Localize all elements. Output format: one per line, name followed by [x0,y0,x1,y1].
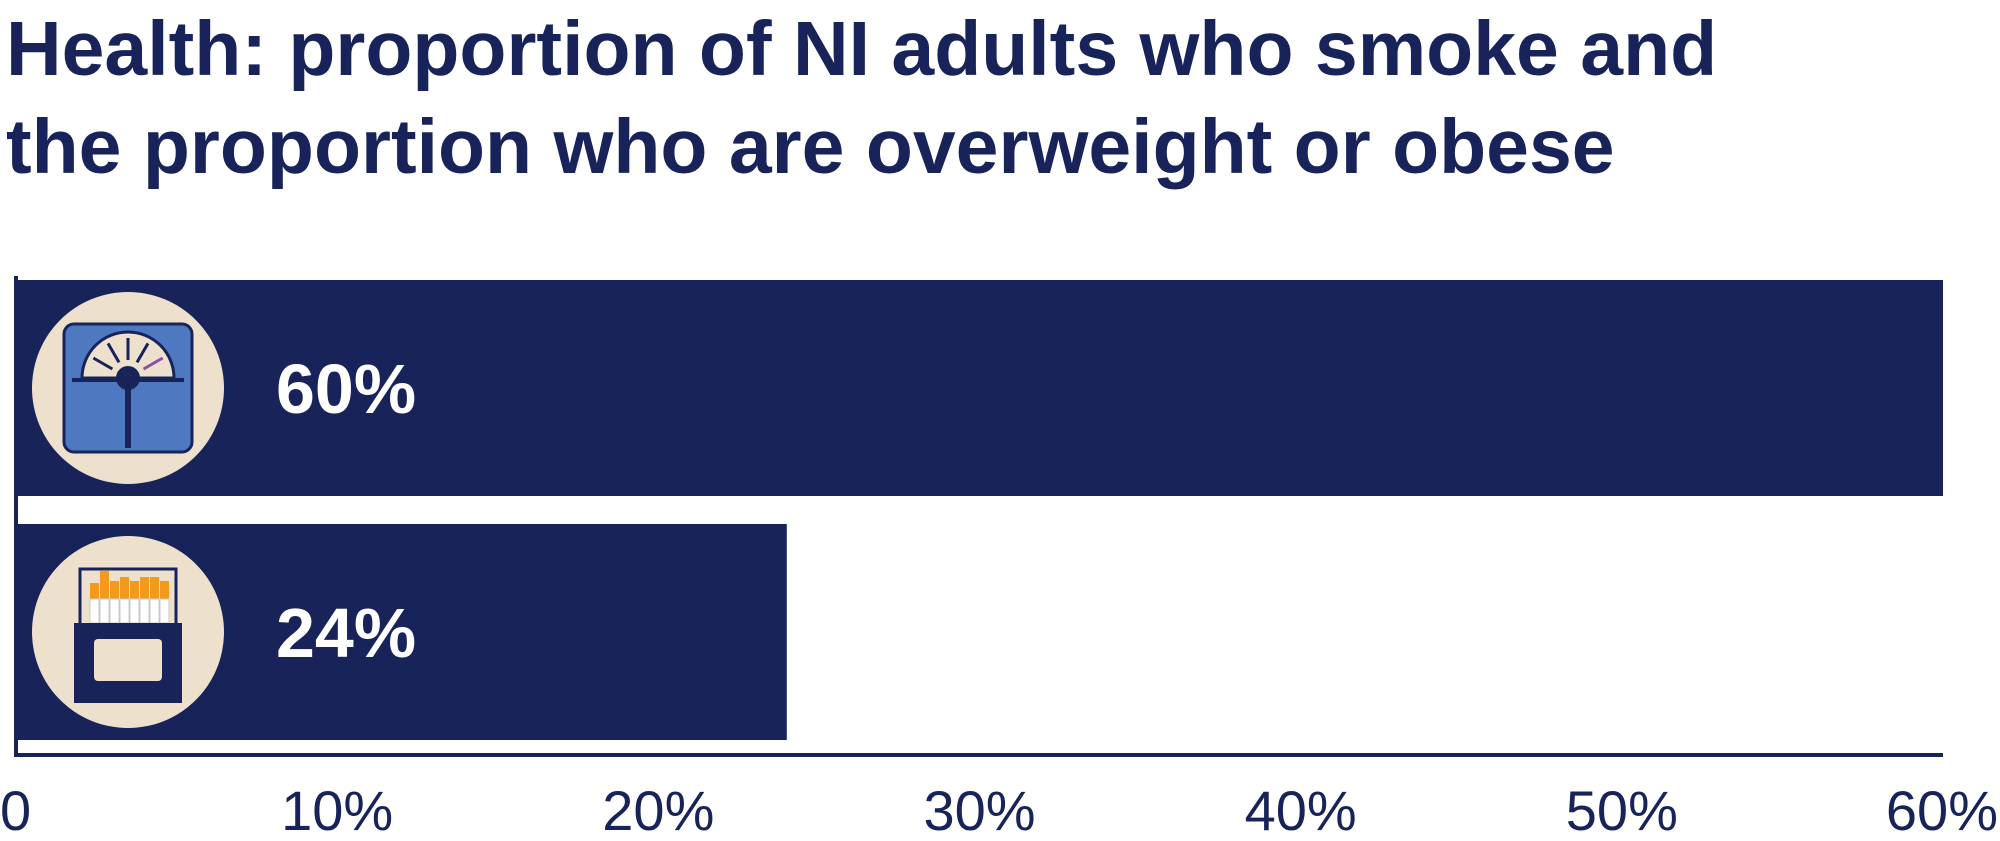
weighing-scale-icon [62,322,194,454]
bar-group: 60% [16,280,1943,496]
x-tick-label: 60% [1886,779,1998,841]
bar-group: 24% [16,524,787,740]
bars-layer: 60% 24% [16,280,1943,740]
bar-value-label: 24% [276,594,416,672]
chart-title-line-1: Health: proportion of NI adults who smok… [6,6,1718,92]
x-tick-label: 40% [1245,779,1357,841]
x-axis: 0 10% 20% 30% 40% 50% 60% [0,276,1998,841]
x-tick-label: 30% [923,779,1035,841]
chart-title: Health: proportion of NI adults who smok… [6,0,1966,196]
x-tick-label: 10% [281,779,393,841]
chart-title-line-2: the proportion who are overweight or obe… [6,104,1615,190]
cigarette-pack-icon [74,567,182,703]
bar-value-label: 60% [276,350,416,428]
x-tick-label: 0 [0,779,31,841]
bar [16,280,1943,496]
x-tick-label: 50% [1566,779,1678,841]
x-tick-label: 20% [602,779,714,841]
